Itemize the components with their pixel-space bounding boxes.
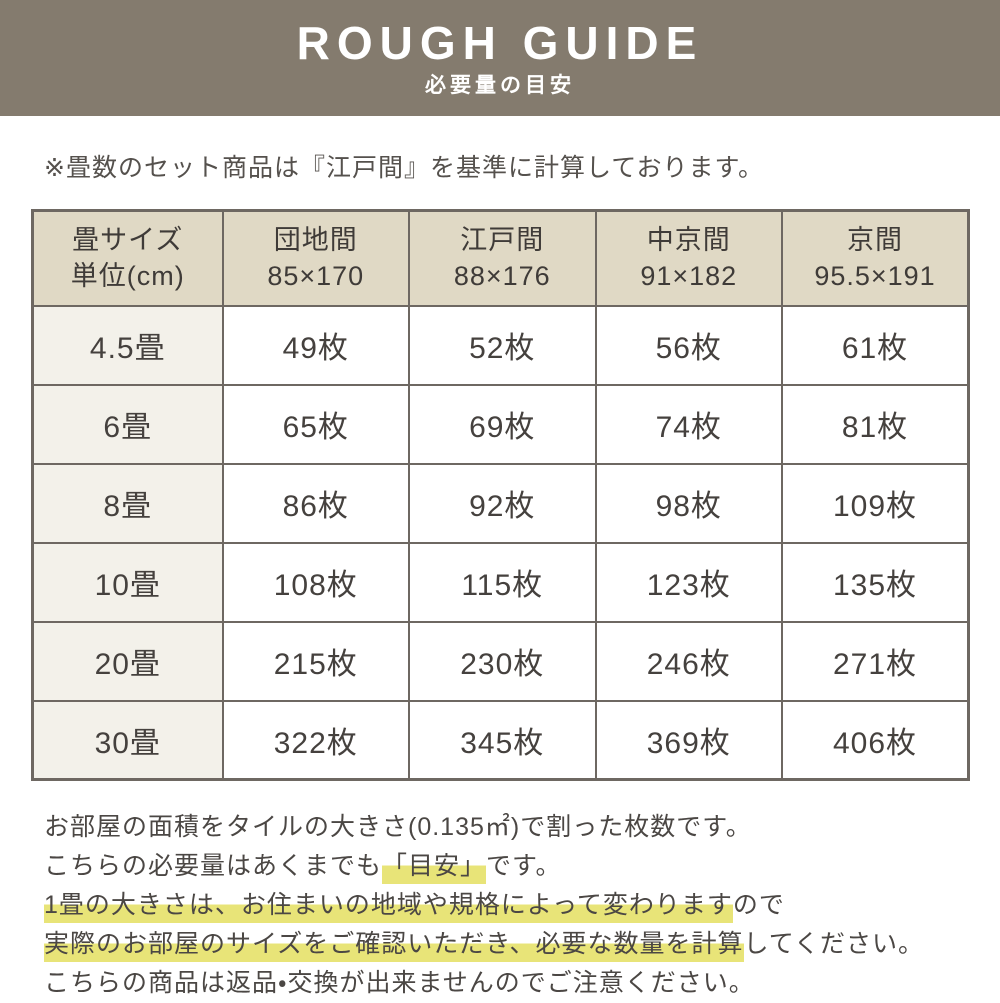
column-header-tatami-size: 畳サイズ 単位(cm) [31,209,224,307]
table-cell: 69枚 [408,383,597,465]
footer-line-no-returns: こちらの商品は返品・交換が出来ませんのでご注意ください。 [44,969,755,997]
column-header-line1: 京間 [847,224,903,255]
column-header-line1: 中京間 [646,224,731,255]
table-cell: 322枚 [221,699,410,781]
footer-notes: お部屋の面積をタイルの大きさ(0.135㎡)で割った枚数です。 こちらの必要量は… [44,808,1000,1003]
banner: ROUGH GUIDE 必要量の目安 [0,0,1000,116]
footer-line-tatami-size: 1畳の大きさは、お住まいの地域や規格によって変わりますので [44,886,1000,925]
quantity-guide-table: 畳サイズ 単位(cm) 団地間 85×170 江戸間 88×176 中京間 91… [31,209,970,781]
table-cell: 98枚 [594,462,783,544]
table-cell: 108枚 [221,541,410,623]
footer-line2-post: です。 [486,852,562,880]
table-cell: 115枚 [408,541,597,623]
row-label: 20畳 [31,620,224,702]
table-cell: 135枚 [781,541,970,623]
footer-line4-highlight: 実際のお部屋のサイズをご確認いただき、必要な数量を計算 [44,930,744,962]
footer-line2-highlight: 「目安」 [382,852,487,884]
table-row: 10畳 108枚 115枚 123枚 135枚 [31,541,970,623]
row-label: 4.5畳 [31,304,224,386]
banner-title: ROUGH GUIDE [296,17,704,69]
column-header-line2: 88×176 [453,261,551,292]
table-cell: 49枚 [221,304,410,386]
column-header-kyoma: 京間 95.5×191 [781,209,970,307]
column-header-line1: 畳サイズ [72,224,184,255]
footer-line3-highlight: 1畳の大きさは、お住まいの地域や規格によって変わります [44,891,733,923]
table-cell: 369枚 [594,699,783,781]
table-row: 20畳 215枚 230枚 246枚 271枚 [31,620,970,702]
column-header-line2: 95.5×191 [814,261,936,292]
table-row: 8畳 86枚 92枚 98枚 109枚 [31,462,970,544]
row-label: 30畳 [31,699,224,781]
footer-line-estimate: こちらの必要量はあくまでも「目安」です。 [44,847,1000,886]
row-label: 6畳 [31,383,224,465]
footer-line-confirm-size: 実際のお部屋のサイズをご確認いただき、必要な数量を計算してください。 [44,925,1000,964]
table-cell: 406枚 [781,699,970,781]
column-header-line1: 団地間 [273,224,358,255]
table-row: 6畳 65枚 69枚 74枚 81枚 [31,383,970,465]
table-row: 30畳 322枚 345枚 369枚 406枚 [31,699,970,781]
table-cell: 246枚 [594,620,783,702]
calculation-note: ※畳数のセット商品は『江戸間』を基準に計算しております。 [44,154,764,182]
column-header-danchima: 団地間 85×170 [221,209,410,307]
table-cell: 81枚 [781,383,970,465]
table-cell: 74枚 [594,383,783,465]
column-header-edoma: 江戸間 88×176 [408,209,597,307]
table-cell: 123枚 [594,541,783,623]
column-header-line2: 91×182 [640,261,738,292]
table-cell: 56枚 [594,304,783,386]
column-header-chukyoma: 中京間 91×182 [594,209,783,307]
footer-line3-post: ので [732,891,785,919]
footer-line4-post: してください。 [743,930,925,958]
table-cell: 92枚 [408,462,597,544]
column-header-line1: 江戸間 [460,224,545,255]
footer-line2-pre: こちらの必要量はあくまでも [44,852,383,880]
table-cell: 86枚 [221,462,410,544]
table-cell: 215枚 [221,620,410,702]
row-label: 8畳 [31,462,224,544]
column-header-line2: 85×170 [267,261,365,292]
table-cell: 61枚 [781,304,970,386]
table-cell: 230枚 [408,620,597,702]
table-cell: 65枚 [221,383,410,465]
table-cell: 109枚 [781,462,970,544]
table-cell: 271枚 [781,620,970,702]
table-header-row: 畳サイズ 単位(cm) 団地間 85×170 江戸間 88×176 中京間 91… [31,209,970,307]
table-cell: 345枚 [408,699,597,781]
table-row: 4.5畳 49枚 52枚 56枚 61枚 [31,304,970,386]
column-header-line2: 単位(cm) [70,261,185,292]
banner-subtitle: 必要量の目安 [425,74,575,97]
row-label: 10畳 [31,541,224,623]
footer-line-area: お部屋の面積をタイルの大きさ(0.135㎡)で割った枚数です。 [44,813,752,841]
table-cell: 52枚 [408,304,597,386]
